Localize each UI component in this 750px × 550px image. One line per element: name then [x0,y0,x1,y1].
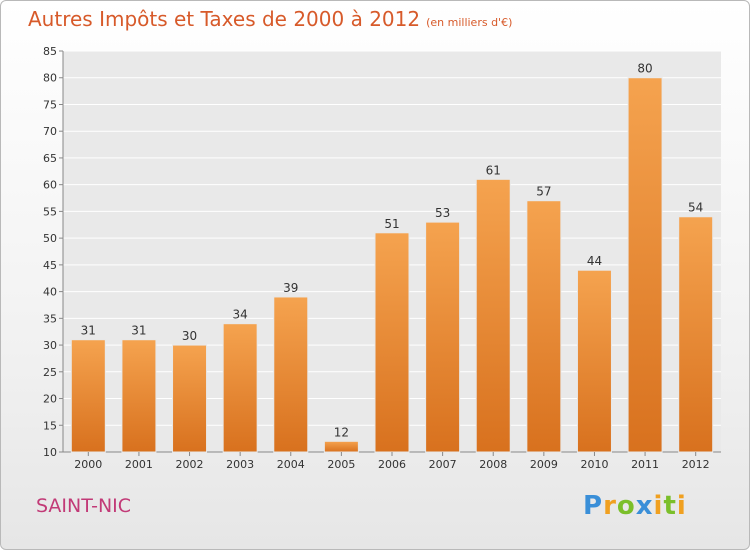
bar-value-label: 34 [233,308,248,322]
y-tick-label: 45 [43,259,57,272]
logo-letter: i [676,491,687,521]
y-tick-label: 30 [43,339,57,352]
x-tick-label: 2006 [378,458,406,471]
x-tick-label: 2001 [125,458,153,471]
y-tick-label: 25 [43,366,57,379]
chart-title: Autres Impôts et Taxes de 2000 à 2012 (en… [28,7,512,31]
x-tick-label: 2004 [277,458,305,471]
place-name: SAINT-NIC [36,495,132,517]
bar-value-label: 12 [334,425,349,439]
y-tick-label: 50 [43,232,57,245]
x-tick-label: 2012 [682,458,710,471]
bar [374,232,410,453]
logo-letter: o [616,491,636,521]
y-tick-label: 35 [43,312,57,325]
x-tick-label: 2010 [580,458,608,471]
bar-value-label: 80 [637,62,652,76]
x-tick-label: 2008 [479,458,507,471]
bar [222,323,258,453]
bar [425,221,461,453]
y-tick-label: 40 [43,286,57,299]
bar-value-label: 53 [435,206,450,220]
logo-letter: x [635,491,654,521]
y-tick-label: 15 [43,419,57,432]
bar-value-label: 30 [182,329,197,343]
logo-letter: t [663,491,677,521]
y-tick-label: 55 [43,205,57,218]
bar-value-label: 31 [81,324,96,338]
bar-value-label: 51 [384,217,399,231]
x-tick-label: 2002 [176,458,204,471]
bar [475,178,511,453]
bar [172,344,208,453]
bar-value-label: 31 [131,324,146,338]
y-tick-label: 80 [43,72,57,85]
y-tick-label: 10 [43,446,57,459]
chart-subtitle: (en milliers d'€) [426,16,513,29]
x-tick-label: 2000 [74,458,102,471]
proxiti-logo: Proxiti [583,491,687,521]
y-tick-label: 75 [43,98,57,111]
bar-value-label: 44 [587,254,602,268]
x-tick-label: 2011 [631,458,659,471]
bar [678,216,714,453]
bar [526,200,562,453]
x-tick-label: 2007 [429,458,457,471]
bar [70,339,106,453]
x-tick-label: 2003 [226,458,254,471]
bar [627,77,663,453]
y-tick-label: 65 [43,152,57,165]
bar [121,339,157,453]
bar-value-label: 54 [688,201,703,215]
y-tick-label: 20 [43,393,57,406]
logo-letter: P [583,491,604,521]
bar [576,269,612,453]
y-tick-label: 70 [43,125,57,138]
bar [273,296,309,453]
logo-letter: r [603,491,617,521]
x-tick-label: 2005 [327,458,355,471]
chart-title-text: Autres Impôts et Taxes de 2000 à 2012 [28,7,421,31]
logo-letter: i [653,491,664,521]
bar-value-label: 61 [486,163,501,177]
bar-value-label: 57 [536,185,551,199]
x-tick-label: 2009 [530,458,558,471]
bar-value-label: 39 [283,281,298,295]
y-tick-label: 85 [43,45,57,58]
bar [323,440,359,453]
y-tick-label: 60 [43,179,57,192]
